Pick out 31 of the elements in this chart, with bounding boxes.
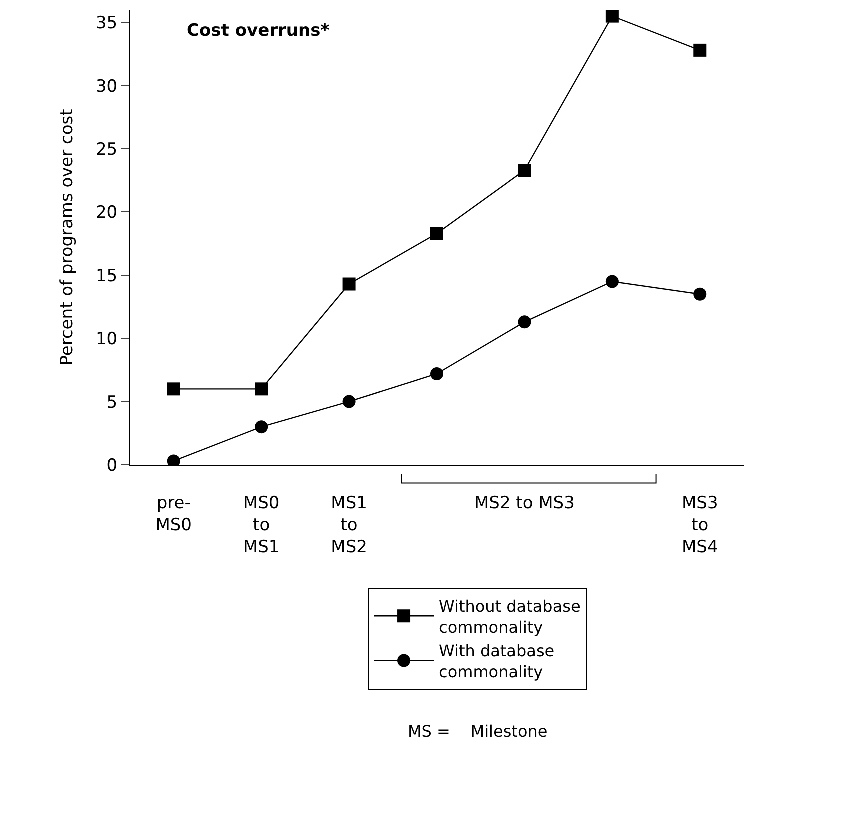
- text: MS = Milestone: [408, 722, 548, 741]
- y-tick-label: 5: [106, 392, 118, 413]
- x-tick-label: MS0 to MS1: [243, 493, 280, 558]
- point: [430, 368, 444, 380]
- x-tick-label: MS1 to MS2: [331, 493, 368, 558]
- x-tick-label: pre- MS0: [156, 493, 192, 536]
- point: [694, 44, 707, 57]
- point: [606, 275, 619, 288]
- point: [167, 382, 180, 396]
- y-tick-label: 20: [96, 203, 118, 224]
- point: [342, 278, 356, 291]
- text: Cost overruns*: [187, 21, 330, 41]
- legend-label: With database commonality: [439, 642, 555, 682]
- point: [518, 164, 532, 178]
- point: [255, 382, 268, 396]
- x-tick-label: MS2 to MS3: [474, 493, 575, 514]
- point: [255, 420, 268, 434]
- y-axis-title: Percent of programs over cost: [58, 108, 78, 366]
- y-tick-label: 15: [96, 266, 118, 286]
- y-tick-label: 0: [106, 456, 118, 476]
- y-tick-label: 30: [96, 76, 118, 97]
- point: [342, 395, 356, 408]
- point: [606, 10, 619, 23]
- y-tick-label: 35: [96, 14, 118, 34]
- y-tick-label: 10: [96, 330, 118, 350]
- point: [518, 316, 532, 329]
- x-tick-label: MS3 to MS4: [682, 493, 718, 558]
- point: [430, 227, 444, 240]
- y-tick-label: 25: [96, 140, 118, 160]
- point: [694, 288, 707, 301]
- legend-label: Without database commonality: [439, 596, 581, 637]
